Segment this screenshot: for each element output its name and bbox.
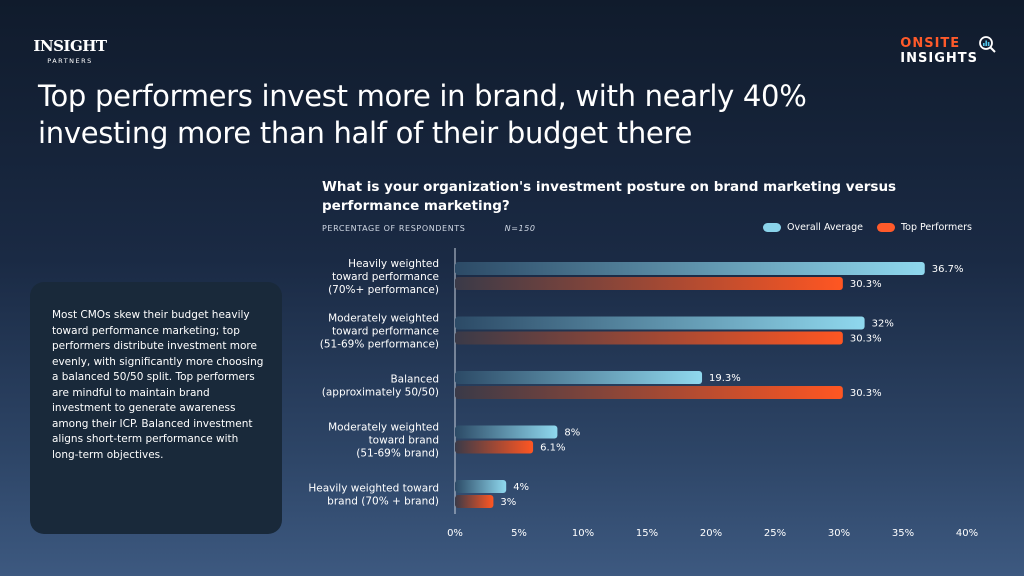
- bar-top-performers: [455, 386, 843, 399]
- insight-text: Most CMOs skew their budget heavily towa…: [52, 309, 264, 461]
- x-tick-label: 15%: [636, 528, 658, 539]
- logo-left-main: INSIGHT: [33, 37, 107, 55]
- category-label: Moderately weighted: [328, 313, 439, 325]
- category-label: brand (70% + brand): [327, 496, 439, 508]
- logo-right-line1: ONSITE: [900, 36, 961, 51]
- legend-swatch-top: [876, 223, 895, 232]
- bar-top-performers: [455, 440, 534, 454]
- headline: Top performers invest more in brand, wit…: [38, 79, 807, 150]
- legend-item-top: Top Performers: [876, 222, 972, 233]
- logo-right-line2: INSIGHTS: [900, 51, 978, 66]
- x-tick-label: 5%: [511, 528, 527, 539]
- bar-top-performers: [455, 495, 494, 508]
- chart-legend: Overall Average Top Performers: [762, 222, 972, 233]
- data-label: 30.3%: [850, 388, 882, 399]
- data-label: 30.3%: [850, 334, 882, 345]
- x-tick-label: 25%: [764, 528, 786, 539]
- bar-overall-average: [455, 425, 558, 439]
- category-label: toward brand: [369, 435, 439, 447]
- legend-item-overall: Overall Average: [762, 222, 863, 233]
- x-tick-label: 40%: [956, 528, 978, 539]
- x-tick-label: 35%: [892, 528, 914, 539]
- data-label: 19.3%: [709, 373, 741, 384]
- category-label: toward performance: [332, 271, 439, 283]
- data-label: 32%: [872, 319, 894, 330]
- data-label: 3%: [500, 497, 516, 508]
- category-label: (51-69% brand): [356, 448, 439, 460]
- legend-swatch-overall: [762, 223, 781, 232]
- logo-left-sub: PARTNERS: [47, 57, 93, 65]
- x-tick-label: 30%: [828, 528, 850, 539]
- category-label: Heavily weighted toward: [308, 483, 439, 495]
- data-label: 30.3%: [850, 279, 882, 290]
- bar-overall-average: [455, 371, 703, 384]
- x-tick-label: 20%: [700, 528, 722, 539]
- bar-top-performers: [455, 277, 843, 290]
- data-label: 6.1%: [540, 443, 565, 454]
- data-label: 4%: [513, 482, 529, 493]
- data-label: 36.7%: [932, 264, 964, 275]
- chart-title: What is your organization's investment p…: [322, 179, 897, 214]
- category-label: (approximately 50/50): [322, 387, 439, 399]
- insight-box: Most CMOs skew their budget heavily towa…: [30, 282, 282, 534]
- insight-partners-logo: INSIGHT PARTNERS: [30, 38, 110, 65]
- category-label: Balanced: [390, 374, 439, 386]
- legend-label-overall: Overall Average: [786, 222, 863, 233]
- category-label: toward performance: [332, 326, 439, 338]
- chart-meta: PERCENTAGE OF RESPONDENTS N=150: [322, 224, 536, 233]
- category-label: (70%+ performance): [328, 284, 439, 296]
- magnifier-chart-icon: [979, 36, 996, 53]
- bar-top-performers: [455, 331, 843, 345]
- bar-overall-average: [455, 480, 507, 493]
- category-label: (51-69% performance): [320, 339, 439, 351]
- onsite-insights-logo: ONSITE INSIGHTS: [900, 36, 996, 66]
- sample-size: N=150: [504, 224, 536, 233]
- x-tick-label: 0%: [447, 528, 463, 539]
- category-label: Heavily weighted: [348, 258, 439, 270]
- category-label: Moderately weighted: [328, 422, 439, 434]
- legend-label-top: Top Performers: [900, 222, 972, 233]
- bar-overall-average: [455, 316, 865, 330]
- x-tick-label: 10%: [572, 528, 594, 539]
- chart-subtitle: PERCENTAGE OF RESPONDENTS: [322, 224, 466, 233]
- bar-overall-average: [455, 262, 925, 275]
- data-label: 8%: [564, 428, 580, 439]
